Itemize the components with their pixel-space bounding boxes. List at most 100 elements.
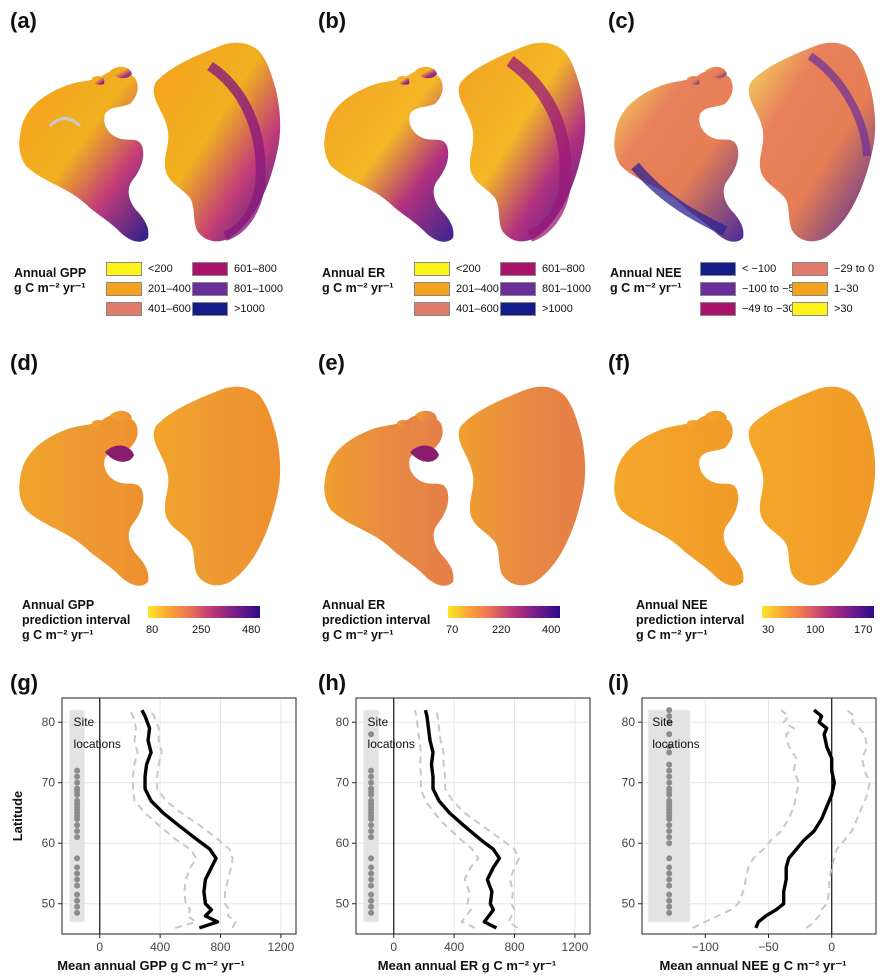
legend-item: 601–800 — [500, 262, 585, 276]
x-tick-label: −50 — [758, 940, 779, 954]
site-point — [666, 779, 673, 786]
site-point — [368, 834, 375, 841]
site-point — [74, 864, 81, 871]
panel-label-i: (i) — [608, 670, 629, 695]
site-point — [368, 855, 375, 862]
legend-item: −49 to −30 — [700, 302, 795, 316]
legend-label: 601–800 — [542, 263, 585, 275]
site-point — [666, 743, 673, 750]
swatch — [192, 302, 228, 316]
plot-area — [356, 698, 590, 934]
panel-label-d: (d) — [10, 350, 39, 375]
site-point — [666, 749, 673, 756]
site-point — [666, 903, 673, 910]
legend-item: <200 — [414, 262, 481, 276]
y-tick-label: 60 — [42, 836, 56, 850]
x-tick-label: 800 — [505, 940, 525, 954]
x-tick-label: 0 — [96, 940, 103, 954]
legend-item: 1–30 — [792, 282, 858, 296]
legend-label: <200 — [456, 263, 481, 275]
panel-label-a: (a) — [10, 8, 37, 33]
legend-title-line1: Annual NEE — [610, 266, 682, 280]
site-point — [666, 707, 673, 714]
swatch — [500, 262, 536, 276]
swatch — [700, 302, 736, 316]
colorbar — [448, 606, 560, 618]
swatch — [500, 282, 536, 296]
x-tick-label: 0 — [828, 940, 835, 954]
colorbar — [148, 606, 260, 618]
y-tick-label: 80 — [622, 715, 636, 729]
site-point — [74, 785, 81, 792]
swatch — [792, 262, 828, 276]
y-tick-label: 60 — [336, 836, 350, 850]
annotation-site: Site — [652, 715, 673, 729]
y-tick-label: 80 — [336, 715, 350, 729]
site-point — [666, 713, 673, 720]
swatch — [414, 282, 450, 296]
legend-item: 401–600 — [106, 302, 191, 316]
legend-label: −49 to −30 — [742, 303, 795, 315]
series-lower-line — [692, 709, 800, 929]
legend-item: 201–400 — [414, 282, 499, 296]
site-point — [368, 903, 375, 910]
legend-label: 401–600 — [456, 303, 499, 315]
map-gpp-prediction-interval — [19, 386, 281, 586]
swatch — [500, 302, 536, 316]
legend-title-line2: prediction interval — [22, 613, 131, 627]
legend-title: Annual NEE prediction interval g C m⁻² y… — [636, 598, 744, 643]
annotation-site: Site — [368, 715, 389, 729]
site-point — [666, 864, 673, 871]
site-point — [74, 870, 81, 877]
legend-label: 1–30 — [834, 283, 859, 295]
panel-label-f: (f) — [608, 350, 630, 375]
legend-annual-gpp: Annual GPP g C m⁻² yr⁻¹ <200 201–400 401… — [14, 262, 304, 324]
site-point — [74, 903, 81, 910]
y-tick-label: 50 — [336, 897, 350, 911]
legend-er-prediction-interval: Annual ER prediction interval g C m⁻² yr… — [322, 598, 602, 650]
chart-latitude-gpp: Site locations 0 400 800 1200 50 60 70 80 Mean ann… — [10, 697, 297, 973]
swatch — [792, 282, 828, 296]
legend-item: < −100 — [700, 262, 776, 276]
site-point — [368, 882, 375, 889]
legend-label: >1000 — [542, 303, 573, 315]
colorbar-tick: 30 — [762, 624, 775, 636]
panel-label-b: (b) — [318, 8, 347, 33]
legend-title-line3: g C m⁻² yr⁻¹ — [22, 628, 94, 642]
site-point — [74, 855, 81, 862]
site-point — [368, 779, 375, 786]
swatch — [106, 302, 142, 316]
annotation-locations: locations — [368, 737, 415, 751]
panel-label-g: (g) — [10, 670, 39, 695]
legend-label: 601–800 — [234, 263, 277, 275]
legend-label: 201–400 — [456, 283, 499, 295]
y-tick-label: 70 — [336, 776, 350, 790]
colorbar-tick: 220 — [492, 624, 511, 636]
site-point — [666, 785, 673, 792]
x-axis-label: Mean annual NEE g C m⁻² yr⁻¹ — [659, 958, 846, 973]
colorbar-tick: 80 — [146, 624, 159, 636]
series-mean-line — [140, 709, 220, 930]
series-upper-line — [435, 709, 521, 929]
plot-area — [62, 698, 296, 934]
y-tick-label: 50 — [622, 897, 636, 911]
legend-title: Annual ER prediction interval g C m⁻² yr… — [322, 598, 430, 643]
site-point — [666, 876, 673, 883]
legend-title: Annual GPP prediction interval g C m⁻² y… — [22, 598, 130, 643]
legend-title: Annual NEE g C m⁻² yr⁻¹ — [610, 266, 682, 296]
x-axis-label: Mean annual ER g C m⁻² yr⁻¹ — [378, 958, 556, 973]
legend-label: <200 — [148, 263, 173, 275]
map-annual-nee — [614, 42, 876, 242]
legend-title-line1: Annual NEE — [636, 598, 708, 612]
site-point — [666, 840, 673, 847]
site-point — [368, 797, 375, 804]
legend-title-line2: prediction interval — [636, 613, 745, 627]
annotation-locations: locations — [652, 737, 699, 751]
site-point — [666, 719, 673, 726]
map-nee-prediction-interval — [614, 386, 876, 586]
site-point — [368, 828, 375, 835]
legend-item: 801–1000 — [500, 282, 591, 296]
legend-title: Annual GPP g C m⁻² yr⁻¹ — [14, 266, 86, 296]
legend-item: −100 to −50 — [700, 282, 801, 296]
swatch — [192, 282, 228, 296]
